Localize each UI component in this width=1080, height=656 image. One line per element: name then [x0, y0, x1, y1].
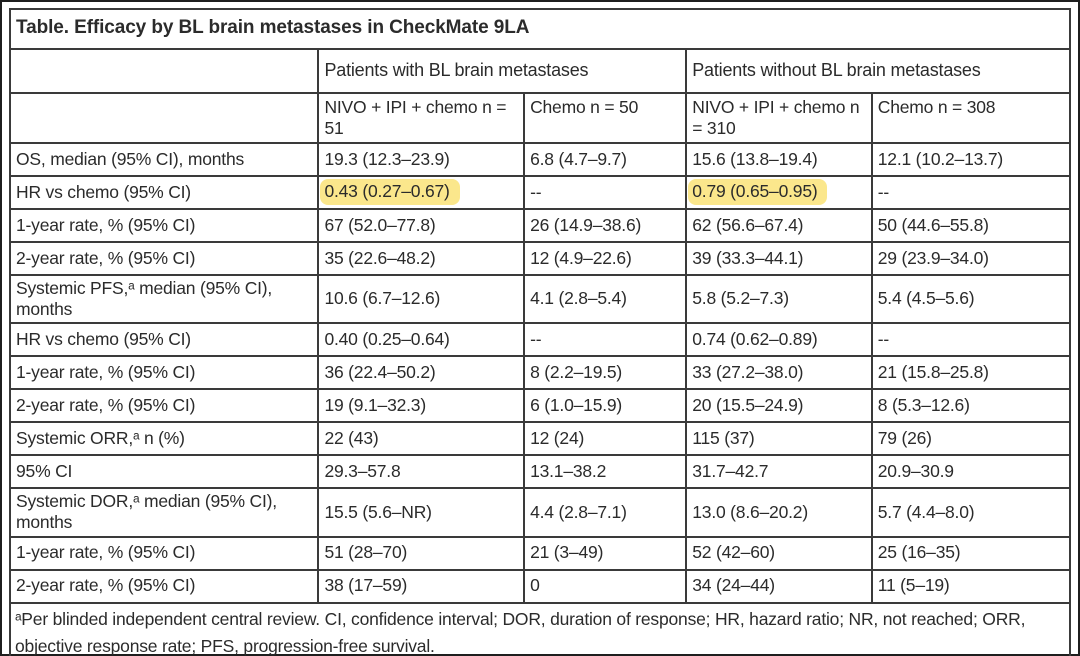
yellow-highlight: 0.43 (0.27–0.67)	[320, 179, 460, 205]
data-cell: 79 (26)	[870, 421, 1072, 457]
data-cell: 4.1 (2.8–5.4)	[523, 273, 688, 325]
data-cell: 20.9–30.9	[870, 454, 1072, 490]
efficacy-table: Table. Efficacy by BL brain metastases i…	[8, 8, 1072, 656]
col-header-chemo-n308: Chemo n = 308	[870, 92, 1072, 144]
data-cell: 25 (16–35)	[870, 535, 1072, 571]
data-cell: 19 (9.1–32.3)	[317, 388, 526, 424]
table-row-os-1year: 1-year rate, % (95% CI) 67 (52.0–77.8) 2…	[8, 208, 1072, 243]
data-cell: 36 (22.4–50.2)	[317, 355, 526, 391]
row-label: HR vs chemo (95% CI)	[8, 322, 320, 358]
table-row-orr: Systemic ORR,ᵃ n (%) 22 (43) 12 (24) 115…	[8, 421, 1072, 457]
column-group-header-row: Patients with BL brain metastases Patien…	[8, 48, 1071, 94]
empty-corner-cell	[8, 48, 320, 94]
table-row-dor-2year: 2-year rate, % (95% CI) 38 (17–59) 0 34 …	[8, 568, 1072, 604]
data-cell: 6.8 (4.7–9.7)	[523, 142, 688, 177]
data-cell: 35 (22.6–48.2)	[317, 241, 526, 276]
data-cell: 34 (24–44)	[685, 568, 873, 604]
data-cell: 6 (1.0–15.9)	[523, 388, 688, 424]
data-cell: 0.40 (0.25–0.64)	[317, 322, 526, 358]
data-cell: 22 (43)	[317, 421, 526, 457]
data-cell: 51 (28–70)	[317, 535, 526, 571]
data-cell: 26 (14.9–38.6)	[523, 208, 688, 243]
data-cell: 8 (2.2–19.5)	[523, 355, 688, 391]
data-cell: 5.4 (4.5–5.6)	[870, 273, 1072, 325]
data-cell: --	[870, 175, 1072, 210]
table-title-row: Table. Efficacy by BL brain metastases i…	[9, 8, 1071, 50]
table-row-pfs-1year: 1-year rate, % (95% CI) 36 (22.4–50.2) 8…	[8, 355, 1072, 391]
data-cell: 50 (44.6–55.8)	[870, 208, 1072, 243]
column-header-row: NIVO + IPI + chemo n = 51 Chemo n = 50 N…	[8, 92, 1072, 144]
empty-corner-cell	[8, 92, 320, 144]
row-label: Systemic DOR,ᵃ median (95% CI), months	[8, 487, 320, 538]
data-cell: 29.3–57.8	[317, 454, 526, 490]
row-label: 1-year rate, % (95% CI)	[8, 355, 320, 391]
data-cell: 21 (3–49)	[523, 535, 688, 571]
table-title: Table. Efficacy by BL brain metastases i…	[9, 8, 1071, 50]
table-row-dor-1year: 1-year rate, % (95% CI) 51 (28–70) 21 (3…	[8, 535, 1072, 571]
row-label: HR vs chemo (95% CI)	[8, 175, 320, 210]
table-row-os-median: OS, median (95% CI), months 19.3 (12.3–2…	[8, 142, 1072, 177]
table-row-pfs-hr: HR vs chemo (95% CI) 0.40 (0.25–0.64) --…	[8, 322, 1072, 358]
data-cell: 52 (42–60)	[685, 535, 873, 571]
data-cell: 15.5 (5.6–NR)	[317, 487, 526, 538]
row-label: 1-year rate, % (95% CI)	[8, 535, 320, 571]
data-cell: 39 (33.3–44.1)	[685, 241, 873, 276]
data-cell: 8 (5.3–12.6)	[870, 388, 1072, 424]
table-row-orr-ci: 95% CI 29.3–57.8 13.1–38.2 31.7–42.7 20.…	[8, 454, 1072, 490]
table-row-dor-median: Systemic DOR,ᵃ median (95% CI), months 1…	[8, 487, 1072, 538]
data-cell: 67 (52.0–77.8)	[317, 208, 526, 243]
row-label: 95% CI	[8, 454, 320, 490]
data-cell-highlighted: 0.79 (0.65–0.95)	[685, 175, 873, 210]
table-row-os-2year: 2-year rate, % (95% CI) 35 (22.6–48.2) 1…	[8, 241, 1072, 276]
data-cell: 11 (5–19)	[870, 568, 1072, 604]
data-cell: 29 (23.9–34.0)	[870, 241, 1072, 276]
data-cell: 13.0 (8.6–20.2)	[685, 487, 873, 538]
row-label: Systemic PFS,ᵃ median (95% CI), months	[8, 273, 320, 325]
data-cell: 5.8 (5.2–7.3)	[685, 273, 873, 325]
data-cell: --	[523, 322, 688, 358]
data-cell: 10.6 (6.7–12.6)	[317, 273, 526, 325]
data-cell: 31.7–42.7	[685, 454, 873, 490]
data-cell: 33 (27.2–38.0)	[685, 355, 873, 391]
data-cell: 20 (15.5–24.9)	[685, 388, 873, 424]
data-cell: 38 (17–59)	[317, 568, 526, 604]
col-header-nivo-ipi-chemo-n310: NIVO + IPI + chemo n = 310	[685, 92, 873, 144]
data-cell: 21 (15.8–25.8)	[870, 355, 1072, 391]
row-label: 1-year rate, % (95% CI)	[8, 208, 320, 243]
footnote-row: ᵃPer blinded independent central review.…	[9, 601, 1071, 656]
data-cell: 4.4 (2.8–7.1)	[523, 487, 688, 538]
group-header-without-brain-mets: Patients without BL brain metastases	[685, 48, 1071, 94]
col-header-chemo-n50: Chemo n = 50	[523, 92, 688, 144]
data-cell: 12.1 (10.2–13.7)	[870, 142, 1072, 177]
row-label: Systemic ORR,ᵃ n (%)	[8, 421, 320, 457]
data-cell-highlighted: 0.43 (0.27–0.67)	[317, 175, 526, 210]
row-label: OS, median (95% CI), months	[8, 142, 320, 177]
data-cell: 5.7 (4.4–8.0)	[870, 487, 1072, 538]
data-cell: 12 (24)	[523, 421, 688, 457]
data-cell: --	[870, 322, 1072, 358]
row-label: 2-year rate, % (95% CI)	[8, 568, 320, 604]
table-row-pfs-2year: 2-year rate, % (95% CI) 19 (9.1–32.3) 6 …	[8, 388, 1072, 424]
col-header-nivo-ipi-chemo-n51: NIVO + IPI + chemo n = 51	[317, 92, 526, 144]
data-cell: 0.74 (0.62–0.89)	[685, 322, 873, 358]
data-cell: 12 (4.9–22.6)	[523, 241, 688, 276]
data-cell: 15.6 (13.8–19.4)	[685, 142, 873, 177]
data-cell: --	[523, 175, 688, 210]
data-cell: 19.3 (12.3–23.9)	[317, 142, 526, 177]
data-cell: 62 (56.6–67.4)	[685, 208, 873, 243]
row-label: 2-year rate, % (95% CI)	[8, 388, 320, 424]
footnote-text: ᵃPer blinded independent central review.…	[9, 601, 1071, 656]
row-label: 2-year rate, % (95% CI)	[8, 241, 320, 276]
data-cell: 0	[523, 568, 688, 604]
yellow-highlight: 0.79 (0.65–0.95)	[688, 179, 828, 205]
data-cell: 13.1–38.2	[523, 454, 688, 490]
table-row-os-hr: HR vs chemo (95% CI) 0.43 (0.27–0.67) --…	[8, 175, 1072, 210]
table-row-pfs-median: Systemic PFS,ᵃ median (95% CI), months 1…	[8, 273, 1072, 325]
group-header-with-brain-mets: Patients with BL brain metastases	[317, 48, 688, 94]
data-cell: 115 (37)	[685, 421, 873, 457]
